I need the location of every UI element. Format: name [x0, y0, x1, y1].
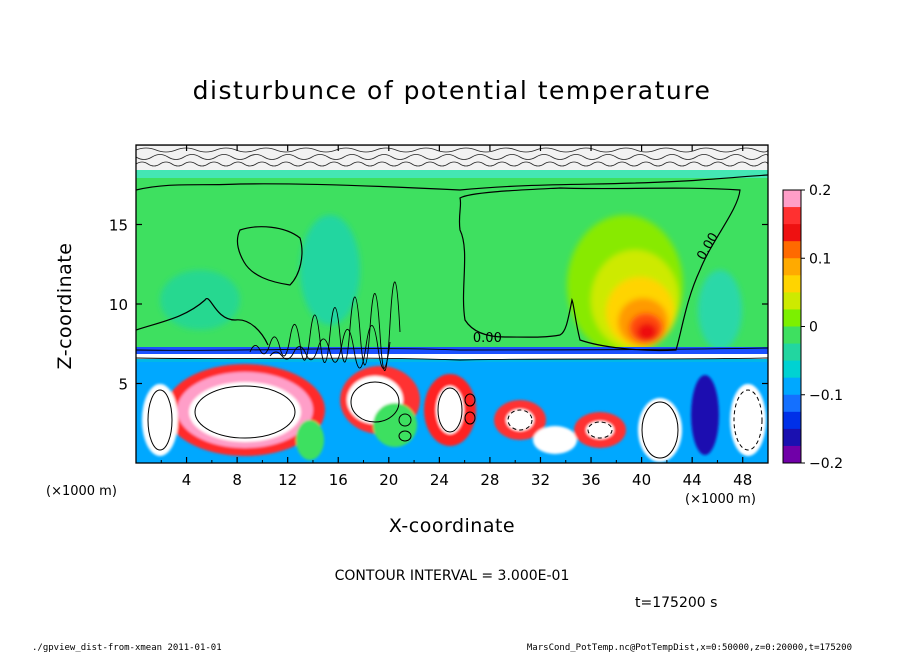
interface-blue — [136, 347, 768, 357]
colorbar-segment — [783, 224, 801, 242]
lower-blob — [730, 384, 766, 456]
x-unit-right: (×1000 m) — [685, 492, 756, 507]
x-tick-label: 16 — [329, 471, 348, 489]
contour-line — [350, 381, 400, 423]
colorbar-segment — [783, 275, 801, 293]
lower-blob — [506, 409, 534, 431]
footer-left: ./gpview_dist-from-xmean 2011-01-01 — [32, 643, 222, 653]
lower-blob — [189, 382, 301, 442]
contour-clutter — [136, 147, 768, 153]
colorbar-segment — [783, 394, 801, 413]
colorbar-segment — [783, 411, 801, 430]
colorbar-tick-label: 0.1 — [809, 251, 831, 267]
lower-blob — [142, 384, 178, 456]
contour-line — [437, 387, 463, 433]
footer-right: MarsCond_PotTemp.nc@PotTempDist,x=0:5000… — [526, 643, 852, 653]
colorbar-tick-label: −0.2 — [809, 456, 843, 472]
contour-line — [147, 389, 173, 451]
contour-line — [507, 409, 533, 431]
x-tick-label: 44 — [683, 471, 702, 489]
x-axis: 4 8 12 16 20 24 28 32 36 40 44 48 — [160, 145, 752, 489]
interface-white — [136, 354, 768, 360]
contour-line — [641, 401, 679, 459]
lower-blob — [533, 426, 577, 454]
x-unit-left: (×1000 m) — [46, 484, 117, 499]
x-tick-label: 28 — [480, 471, 499, 489]
colorbar-segment — [783, 428, 801, 447]
y-tick-label: 10 — [109, 296, 128, 314]
contour-value-label: 0.00 — [473, 331, 502, 346]
y-tick-label: 5 — [118, 376, 128, 394]
contour-clutter — [249, 281, 401, 372]
colorbar-segment — [783, 309, 801, 327]
contour-line — [136, 174, 768, 191]
colorbar-segment — [783, 360, 801, 379]
contour-line — [236, 226, 303, 286]
contour-line — [464, 393, 476, 407]
contour-line — [398, 430, 412, 442]
lower-blob — [296, 420, 324, 460]
colorbar-tick-label: −0.1 — [809, 388, 843, 404]
y-axis: 5 10 15 — [109, 217, 768, 394]
x-tick-label: 36 — [581, 471, 600, 489]
contour-line — [458, 187, 741, 351]
colorbar-segment — [783, 377, 801, 396]
colorbar-segment — [783, 207, 801, 225]
contour-line — [464, 411, 476, 425]
time-label: t=175200 s — [635, 595, 718, 611]
cool-patch — [698, 270, 742, 350]
lower-blob — [436, 386, 464, 434]
plot-area: 0.000.00 — [136, 145, 768, 463]
chart-title: disturbunce of potential temperature — [192, 76, 712, 105]
x-tick-label: 32 — [531, 471, 550, 489]
colorbar-segment — [783, 292, 801, 310]
colorbar-segment — [783, 445, 801, 464]
cool-patch — [160, 270, 240, 330]
x-tick-label: 40 — [632, 471, 651, 489]
colorbar-tick-label: 0 — [809, 320, 818, 336]
top-band-cyan — [136, 170, 768, 178]
x-tick-label: 20 — [379, 471, 398, 489]
contour-line — [194, 385, 296, 439]
x-tick-label: 12 — [278, 471, 297, 489]
y-tick-label: 15 — [109, 217, 128, 235]
x-axis-label: X-coordinate — [388, 515, 516, 537]
lower-blob — [373, 403, 417, 447]
lower-blob — [638, 398, 682, 462]
contour-line — [733, 389, 763, 451]
contour-line — [587, 421, 613, 439]
lower-blob — [586, 421, 614, 439]
lower-blob — [691, 375, 719, 455]
colorbar-segment — [783, 326, 801, 345]
contour-line — [398, 413, 412, 427]
interface-cyan — [136, 359, 768, 363]
colorbar-segment — [783, 241, 801, 259]
contour-clutter — [136, 161, 768, 167]
colorbar-segment — [783, 258, 801, 276]
y-axis-label: Z-coordinate — [54, 242, 76, 370]
colorbar-tick-label: 0.2 — [809, 183, 831, 199]
x-tick-label: 24 — [430, 471, 449, 489]
colorbar-segment — [783, 343, 801, 362]
contour-interval: CONTOUR INTERVAL = 3.000E-01 — [334, 568, 570, 584]
colorbar: 0.2 0.1 0 −0.1 −0.2 — [782, 183, 843, 472]
contour-clutter — [136, 154, 768, 160]
warm-core — [637, 323, 657, 341]
contour-clutter — [269, 325, 391, 369]
x-tick-label: 4 — [182, 471, 192, 489]
contour-clutter — [136, 347, 768, 351]
contour-clutter — [136, 357, 768, 361]
x-tick-label: 48 — [733, 471, 752, 489]
cool-patch — [300, 215, 360, 325]
x-tick-label: 8 — [232, 471, 242, 489]
colorbar-segment — [783, 190, 801, 208]
contour-line — [136, 297, 269, 346]
